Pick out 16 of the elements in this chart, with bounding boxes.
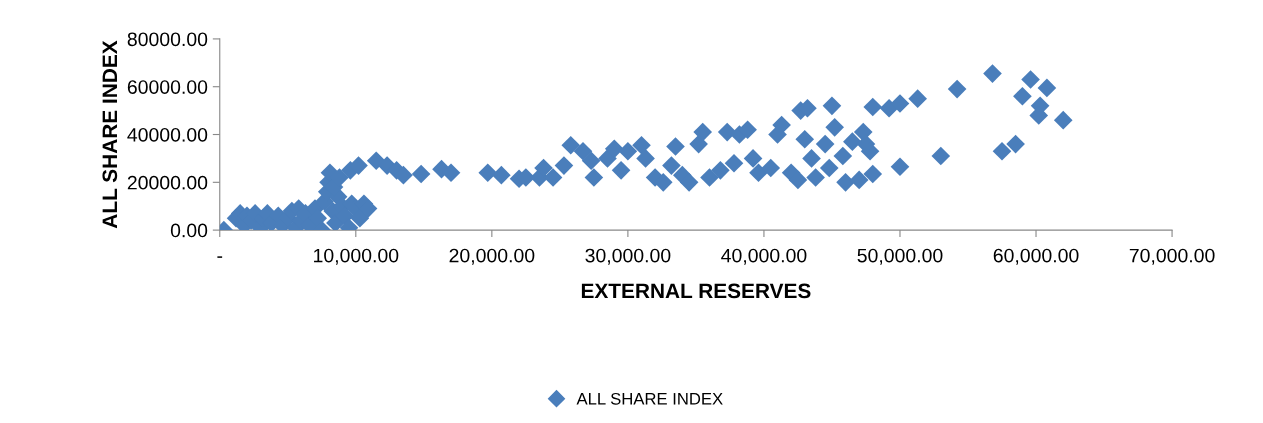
- x-tick-label: 70,000.00: [1129, 248, 1215, 265]
- y-tick-label: 0.00: [170, 223, 208, 238]
- y-tick-label: 40000.00: [127, 127, 208, 142]
- x-tick-label: -: [217, 256, 223, 258]
- x-tick-label: 30,000.00: [585, 248, 671, 265]
- x-axis-title: EXTERNAL RESERVES: [581, 283, 811, 299]
- x-tick-label: 50,000.00: [857, 248, 943, 265]
- y-tick-label: 60000.00: [127, 80, 208, 94]
- x-tick-label: 40,000.00: [721, 248, 807, 265]
- y-tick-label: 80000.00: [127, 32, 208, 47]
- y-tick-label: 20000.00: [127, 175, 208, 190]
- y-axis-title: ALL SHARE INDEX: [102, 40, 118, 229]
- legend-label: ALL SHARE INDEX: [576, 392, 723, 405]
- x-tick-label: 10,000.00: [314, 248, 399, 265]
- x-tick-label: 20,000.00: [449, 248, 535, 265]
- x-tick-label: 60,000.00: [993, 248, 1079, 265]
